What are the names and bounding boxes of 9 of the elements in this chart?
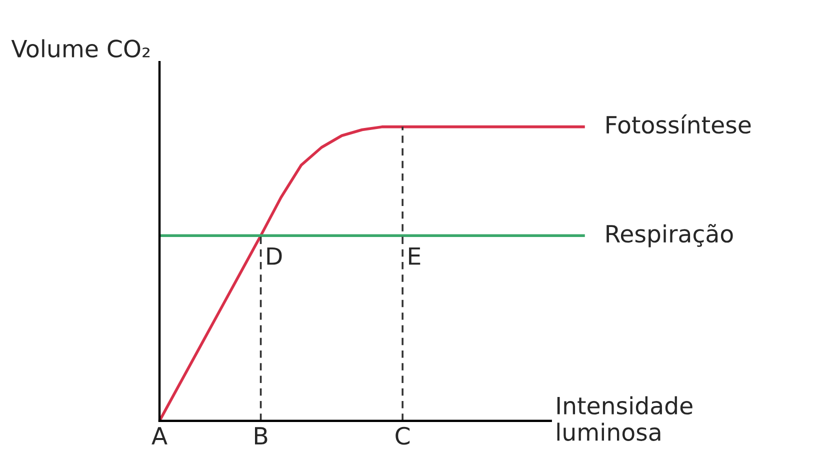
x-tick-label: A — [152, 427, 168, 444]
x-axis-title: Intensidade luminosa — [557, 396, 692, 441]
x-tick-label: C — [396, 426, 410, 445]
annotation: E — [409, 247, 420, 265]
y-axis-title: Volume CO₂ — [11, 39, 150, 58]
series-label: Respiração — [606, 224, 733, 248]
series-label: Fotossíntese — [606, 114, 751, 134]
annotation: D — [267, 247, 282, 265]
x-tick-label: B — [255, 427, 268, 444]
